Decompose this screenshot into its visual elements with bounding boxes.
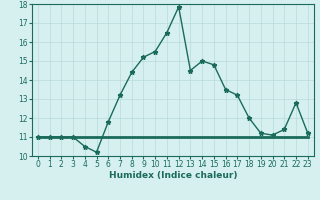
X-axis label: Humidex (Indice chaleur): Humidex (Indice chaleur) (108, 171, 237, 180)
